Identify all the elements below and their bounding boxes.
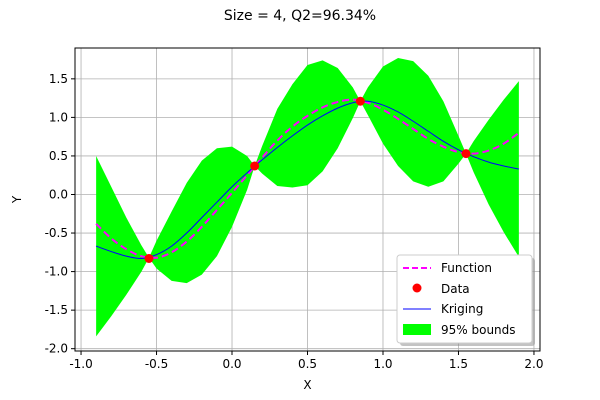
data-point [461,149,471,159]
y-axis-label: Y [10,195,24,204]
kriging-line [95,100,519,260]
data-point [355,96,365,106]
x-tick-label: -1.0 [69,357,92,371]
x-axis-label: X [303,378,311,392]
y-tick-label: -1.5 [45,303,68,317]
lines-layer [95,96,520,263]
x-tick-label: 1.5 [449,357,468,371]
y-tick-label: 1.5 [49,72,68,86]
x-tick-label: -0.5 [145,357,168,371]
bounds-layer [96,58,519,337]
legend-data-swatch [412,283,422,293]
legend-data-label: Data [441,282,470,296]
y-tick-label: 1.0 [49,110,68,124]
legend-function-label: Function [441,261,492,275]
ticks: -1.0 -0.5 0.0 0.5 1.0 1.5 2.0 -2.0 -1.5 -1.0 -0.5 0… [45,72,544,371]
legend-bounds-swatch [403,324,431,335]
x-tick-label: 2.0 [524,357,543,371]
y-tick-label: 0.5 [49,149,68,163]
x-tick-label: 0.0 [222,357,241,371]
chart-title: Size = 4, Q2=96.34% [224,8,376,24]
x-tick-label: 1.0 [373,357,392,371]
x-tick-label: 0.5 [298,357,317,371]
legend-bounds-label: 95% bounds [441,323,516,337]
y-tick-label: -2.0 [45,342,68,356]
legend: Function Data Kriging 95% bounds [396,254,535,346]
legend-kriging-label: Kriging [441,302,483,316]
legend-box [396,254,533,344]
bounds-band [96,58,519,337]
function-line [95,98,520,259]
y-tick-label: -0.5 [45,226,68,240]
data-point [250,161,260,171]
y-tick-label: 0.0 [49,187,68,201]
data-point [144,253,154,263]
y-tick-label: -1.0 [45,265,68,279]
